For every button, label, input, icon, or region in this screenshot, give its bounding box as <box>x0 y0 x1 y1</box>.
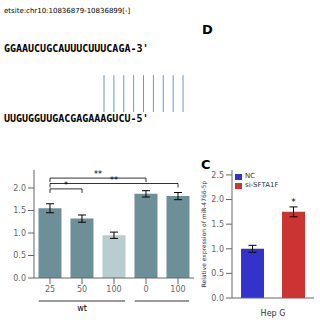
svg-text:1.5: 1.5 <box>13 206 26 215</box>
svg-text:0.5: 0.5 <box>211 269 224 278</box>
svg-text:GGAAUCUGCAUUUCUUUCAGA-3': GGAAUCUGCAUUUCUUUCAGA-3' <box>8 43 149 54</box>
svg-text:100: 100 <box>106 285 121 294</box>
svg-text:25: 25 <box>45 285 55 294</box>
svg-text:0: 0 <box>143 285 148 294</box>
svg-text:2.0: 2.0 <box>211 195 224 204</box>
svg-text:1.0: 1.0 <box>13 229 26 238</box>
svg-text:**: ** <box>110 176 118 185</box>
svg-text:Hep G: Hep G <box>261 309 286 318</box>
svg-text:**: ** <box>94 170 102 179</box>
svg-text:0.0: 0.0 <box>211 294 224 303</box>
svg-text:0.5: 0.5 <box>13 251 26 260</box>
svg-text:1.5: 1.5 <box>211 220 224 229</box>
svg-text:50: 50 <box>77 285 87 294</box>
svg-text:etsite:chr10:10836879-10836899: etsite:chr10:10836879-10836899[-] <box>8 7 131 15</box>
html-text:NC: NC <box>245 172 256 180</box>
svg-text:*: * <box>64 181 68 190</box>
svg-text:wt: wt <box>77 304 87 313</box>
svg-text:*: * <box>291 197 296 207</box>
html-text:si-SFTA1F: si-SFTA1F <box>245 181 279 189</box>
svg-text:2.5: 2.5 <box>211 171 224 180</box>
html-text:C: C <box>201 157 211 172</box>
html-text:D: D <box>202 22 213 37</box>
svg-text:Relative expression of miR-476: Relative expression of miR-4766-5p <box>200 180 208 287</box>
svg-text:0.0: 0.0 <box>13 274 26 283</box>
svg-text:1.0: 1.0 <box>211 245 224 254</box>
svg-text:UUGUGGUUGACGAGAAAGUCU-5': UUGUGGUUGACGAGAAAGUCU-5' <box>8 113 149 124</box>
svg-text:2.0: 2.0 <box>13 184 26 193</box>
svg-text:100: 100 <box>170 285 185 294</box>
